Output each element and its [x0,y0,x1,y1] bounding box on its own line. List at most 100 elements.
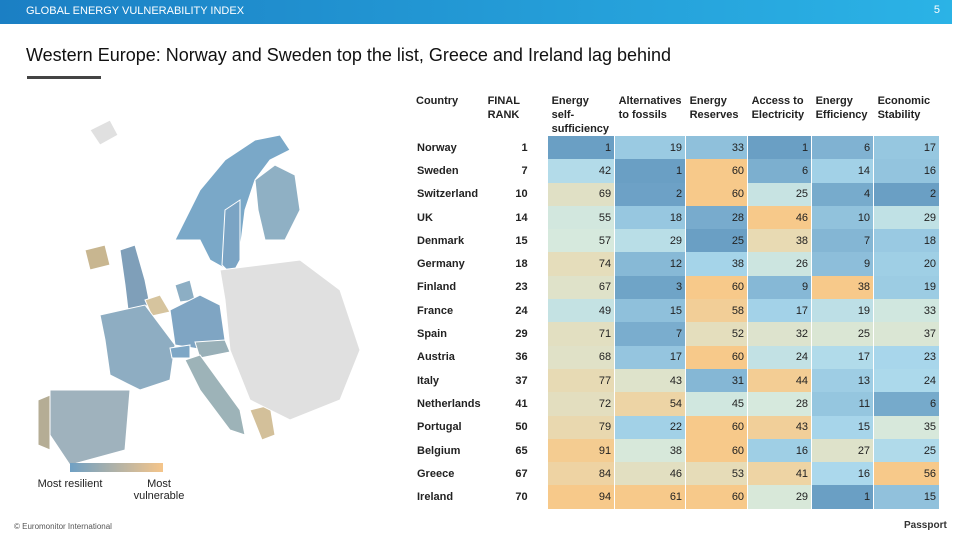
heat-cell: 41 [747,462,813,486]
heat-cell: 60 [685,345,749,369]
final-rank: 37 [515,374,528,387]
heat-cell: 25 [685,229,749,253]
heat-cell: 17 [614,345,687,369]
heat-cell: 44 [747,368,813,393]
heat-cell: 54 [614,392,687,416]
page-number: 5 [933,4,940,16]
logo: Passport [904,520,947,531]
country: Italy [417,374,440,387]
heat-cell: 2 [614,182,687,206]
heat-cell: 68 [547,345,616,369]
footer: © Euromonitor International [14,522,112,531]
country: Netherlands [417,397,481,410]
table-row: Norway 1 1 19 33 1 6 17 [412,136,941,160]
heat-cell: 3 [614,275,687,300]
heat-cell: 16 [811,462,875,486]
country: UK [417,211,433,224]
heat-cell: 33 [685,136,749,160]
heat-cell: 60 [685,182,749,206]
heat-cell: 57 [547,229,616,253]
table-row: Portugal 50 79 22 60 43 15 35 [412,415,941,439]
heat-cell: 29 [873,205,941,230]
table-row: Germany 18 74 12 38 26 9 20 [412,252,941,276]
country: Sweden [417,164,459,177]
heat-cell: 1 [614,159,687,183]
heat-cell: 37 [873,322,941,346]
column-header: Energy self-sufficiency [551,95,610,135]
heat-cell: 7 [614,322,687,346]
heat-cell: 38 [747,229,813,253]
country: Austria [417,351,455,364]
heat-cell: 84 [547,462,616,486]
heat-cell: 25 [873,438,941,463]
heat-cell: 1 [811,485,875,509]
land [84,244,111,271]
land [89,119,119,146]
final-rank: 10 [515,188,528,201]
heat-cell: 25 [747,182,813,206]
heat-cell: 28 [685,205,749,230]
heat-cell: 16 [873,159,941,183]
final-rank: 24 [515,304,528,317]
final-rank: 67 [515,467,528,480]
table-row: Denmark 15 57 29 25 38 7 18 [412,229,941,253]
heat-cell: 55 [547,205,616,230]
heat-cell: 58 [685,299,749,323]
column-header: Alternatives to fossils [618,95,682,121]
table-row: Italy 37 77 43 31 44 13 24 [412,368,941,393]
table-row: Sweden 7 42 1 60 6 14 16 [412,159,941,183]
column-header: Access to Electricity [751,95,805,121]
legend-high: Most vulnerable [133,478,185,502]
heat-cell: 6 [747,159,813,183]
land [184,354,246,436]
heat-cell: 29 [614,229,687,253]
heat-cell: 53 [685,462,749,486]
table-row: Spain 29 71 7 52 32 25 37 [412,322,941,346]
heat-cell: 60 [685,275,749,300]
table-body: Norway 1 1 19 33 1 6 17 Sweden 7 42 1 60 6 14 16 Switzer… [412,136,941,509]
final-rank: 1 [521,141,528,154]
heat-cell: 2 [873,182,941,206]
land [221,199,241,276]
table-row: Greece 67 84 46 53 41 16 56 [412,462,941,486]
heat-cell: 60 [685,159,749,183]
country: Germany [417,258,465,271]
heat-cell: 49 [547,299,616,323]
country: Greece [417,467,455,480]
heat-cell: 15 [614,299,687,323]
heat-cell: 31 [685,368,749,393]
final-rank: 23 [515,281,528,294]
legend-gradient [70,463,163,472]
heat-cell: 24 [873,368,941,393]
land [49,389,131,466]
heat-cell: 9 [747,275,813,300]
heat-cell: 61 [614,485,687,509]
heat-cell: 27 [811,438,875,463]
heat-cell: 19 [873,275,941,300]
column-header: Country [416,95,459,107]
heat-cell: 19 [614,136,687,160]
heat-cell: 42 [547,159,616,183]
heat-cell: 38 [811,275,875,300]
heat-cell: 60 [685,485,749,509]
heat-cell: 77 [547,368,616,393]
heat-cell: 29 [747,485,813,509]
heat-cell: 13 [811,368,875,393]
column-header: Energy Efficiency [815,95,868,121]
country: Switzerland [417,188,479,201]
final-rank: 14 [515,211,528,224]
country: France [417,304,454,317]
final-rank: 50 [515,421,528,434]
heat-cell: 74 [547,252,616,276]
land [219,259,361,421]
table-row: Austria 36 68 17 60 24 17 23 [412,345,941,369]
heat-cell: 69 [547,182,616,206]
final-rank: 7 [521,164,528,177]
final-rank: 65 [515,444,528,457]
heat-cell: 24 [747,345,813,369]
heat-cell: 19 [811,299,875,323]
heat-cell: 52 [685,322,749,346]
final-rank: 41 [515,397,528,410]
heat-cell: 91 [547,438,616,463]
